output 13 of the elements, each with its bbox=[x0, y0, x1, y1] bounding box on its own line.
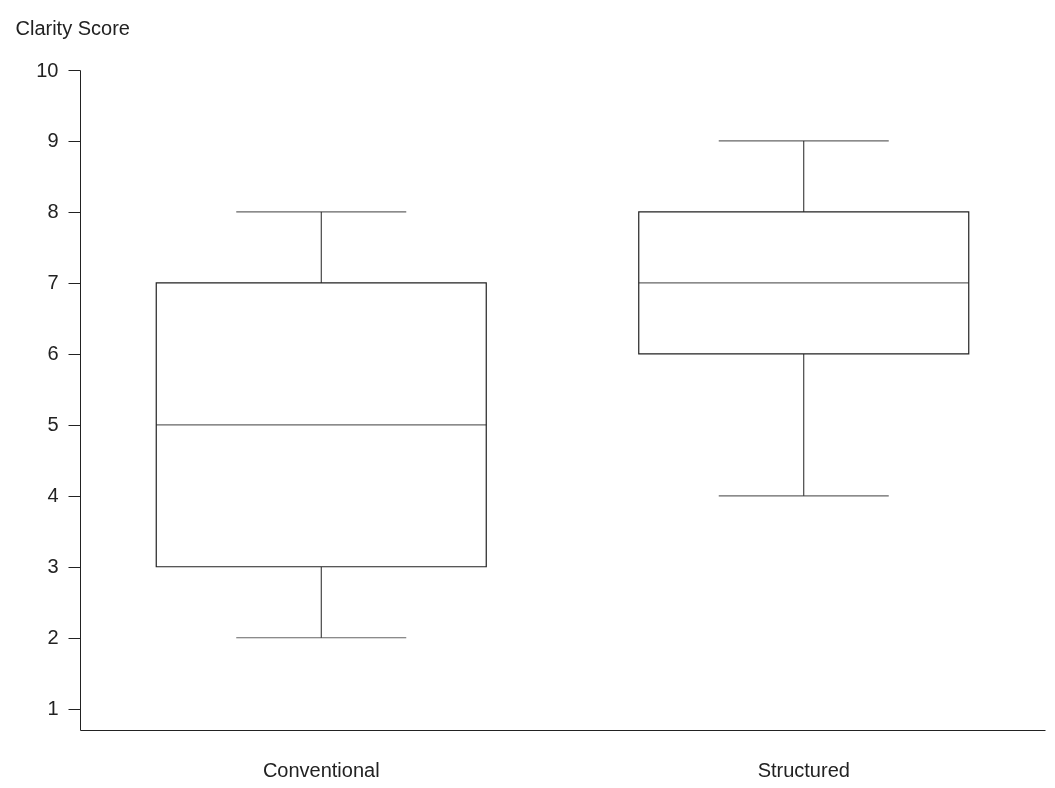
y-axis-title: Clarity Score bbox=[15, 16, 130, 39]
y-tick-label: 9 bbox=[47, 129, 59, 152]
y-tick-label: 10 bbox=[36, 58, 59, 81]
x-tick-label: Conventional bbox=[262, 758, 380, 781]
y-tick-label: 2 bbox=[47, 626, 59, 649]
x-tick-label: Structured bbox=[757, 758, 850, 781]
y-tick-label: 1 bbox=[47, 697, 59, 720]
y-tick-label: 3 bbox=[47, 555, 59, 578]
y-tick-label: 6 bbox=[47, 342, 59, 365]
y-tick-label: 7 bbox=[47, 271, 59, 294]
y-tick-label: 8 bbox=[47, 200, 59, 223]
y-tick-label: 4 bbox=[47, 484, 59, 507]
y-tick-label: 5 bbox=[47, 413, 59, 436]
